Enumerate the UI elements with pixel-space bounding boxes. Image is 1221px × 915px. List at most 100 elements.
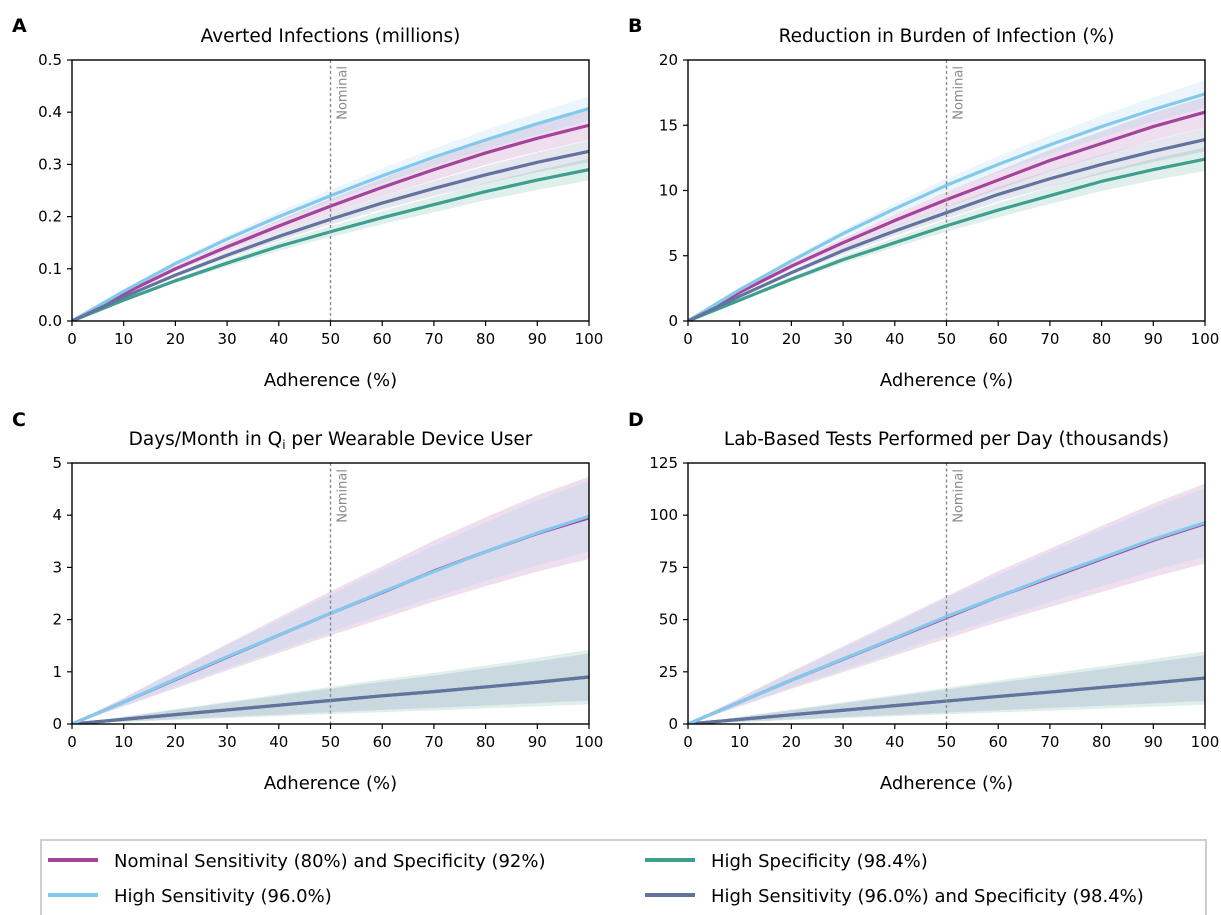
band-high-sensitivity bbox=[72, 96, 589, 321]
panel-title: Reduction in Burden of Infection (%) bbox=[779, 26, 1115, 47]
nominal-label: Nominal bbox=[952, 469, 967, 523]
point-high-both bbox=[381, 695, 384, 697]
point-high-both bbox=[433, 187, 435, 190]
panel-title-main: Reduction in Burden of Infection (%) bbox=[779, 26, 1115, 47]
legend-label-high-sensitivity: High Sensitivity (96.0%) bbox=[114, 886, 332, 907]
point-high-sensitivity bbox=[122, 290, 125, 293]
y-tick-label: 0.0 bbox=[38, 312, 62, 330]
x-ticks: 0 10 20 30 40 50 60 70 80 90 100 bbox=[67, 321, 603, 348]
point-high-sensitivity bbox=[997, 595, 999, 598]
point-high-both bbox=[842, 709, 844, 712]
y-tick-label: 25 bbox=[659, 663, 678, 681]
point-high-both bbox=[484, 174, 487, 176]
point-high-sensitivity bbox=[997, 163, 999, 166]
point-high-sensitivity bbox=[790, 260, 793, 262]
point-high-sensitivity bbox=[278, 634, 280, 637]
point-high-specificity bbox=[278, 245, 280, 248]
y-ticks: 0 1 2 3 4 5 bbox=[52, 454, 72, 733]
x-tick-label: 100 bbox=[1191, 733, 1220, 751]
y-tick-label: 0 bbox=[668, 312, 678, 330]
x-tick-label: 70 bbox=[1040, 330, 1059, 348]
y-tick-label: 4 bbox=[52, 506, 62, 524]
band-nominal bbox=[72, 476, 589, 724]
point-high-sensitivity bbox=[484, 550, 487, 553]
point-high-specificity bbox=[1100, 180, 1103, 183]
point-high-both bbox=[226, 709, 228, 711]
x-tick-label: 40 bbox=[269, 733, 288, 751]
point-nominal bbox=[122, 293, 125, 295]
point-high-sensitivity bbox=[1049, 144, 1051, 146]
point-high-specificity bbox=[997, 209, 999, 211]
point-high-both bbox=[842, 249, 844, 252]
point-high-both bbox=[997, 695, 999, 698]
point-high-sensitivity bbox=[842, 232, 844, 235]
point-high-both bbox=[278, 704, 280, 707]
panel-title-rest: per Wearable Device User bbox=[286, 429, 533, 450]
panel-a: A Averted Infections (millions) Nominal 0 10… bbox=[12, 15, 603, 391]
point-high-both bbox=[790, 271, 793, 274]
y-tick-label: 1 bbox=[52, 663, 62, 681]
y-tick-label: 0 bbox=[52, 715, 62, 733]
point-high-sensitivity bbox=[945, 184, 948, 187]
point-nominal bbox=[842, 241, 844, 244]
point-high-sensitivity bbox=[433, 156, 435, 158]
point-high-both bbox=[433, 690, 435, 693]
x-tick-label: 100 bbox=[1191, 330, 1220, 348]
point-high-sensitivity bbox=[226, 655, 228, 658]
band-high-specificity bbox=[72, 649, 589, 724]
point-high-both bbox=[122, 296, 125, 298]
point-high-both bbox=[484, 686, 487, 688]
point-high-sensitivity bbox=[484, 139, 487, 141]
y-tick-label: 50 bbox=[659, 611, 678, 629]
x-tick-label: 30 bbox=[218, 330, 237, 348]
point-high-sensitivity bbox=[894, 207, 896, 210]
x-tick-label: 20 bbox=[782, 330, 801, 348]
band-high-both bbox=[72, 140, 589, 321]
band-high-specificity bbox=[688, 651, 1205, 724]
point-high-both bbox=[174, 713, 177, 716]
point-high-both bbox=[790, 714, 793, 716]
x-axis-label: Adherence (%) bbox=[264, 773, 397, 794]
point-high-sensitivity bbox=[226, 238, 228, 240]
y-ticks: 0.0 0.1 0.2 0.3 0.4 0.5 bbox=[38, 51, 72, 330]
y-tick-label: 0.3 bbox=[38, 155, 62, 173]
point-high-sensitivity bbox=[381, 175, 384, 177]
x-tick-label: 0 bbox=[683, 330, 693, 348]
x-ticks: 0 10 20 30 40 50 60 70 80 90 100 bbox=[67, 724, 603, 751]
x-tick-label: 70 bbox=[1040, 733, 1059, 751]
legend-frame bbox=[40, 839, 1207, 915]
point-high-specificity bbox=[381, 216, 384, 219]
point-high-both bbox=[1049, 691, 1051, 693]
x-tick-label: 10 bbox=[114, 733, 133, 751]
panel-d: D Lab-Based Tests Performed per Day (thou… bbox=[628, 409, 1219, 794]
panel-letter: B bbox=[628, 15, 642, 37]
x-tick-label: 30 bbox=[834, 330, 853, 348]
panel-title-main: Lab-Based Tests Performed per Day (thous… bbox=[724, 429, 1169, 450]
x-tick-label: 60 bbox=[373, 330, 392, 348]
point-high-both bbox=[174, 274, 177, 276]
x-tick-label: 40 bbox=[269, 330, 288, 348]
y-tick-label: 15 bbox=[659, 116, 678, 134]
y-tick-label: 0.5 bbox=[38, 51, 62, 69]
point-high-both bbox=[226, 254, 228, 257]
x-tick-label: 20 bbox=[166, 733, 185, 751]
y-tick-label: 5 bbox=[668, 247, 678, 265]
point-high-sensitivity bbox=[1100, 125, 1103, 128]
x-ticks: 0 10 20 30 40 50 60 70 80 90 100 bbox=[683, 724, 1219, 751]
x-tick-label: 90 bbox=[1144, 733, 1163, 751]
point-high-both bbox=[1152, 682, 1155, 684]
point-high-specificity bbox=[226, 262, 228, 264]
point-high-sensitivity bbox=[174, 678, 177, 680]
panel-title-main: Days/Month in Q bbox=[129, 429, 283, 450]
point-high-both bbox=[997, 193, 999, 196]
x-tick-label: 80 bbox=[1092, 733, 1111, 751]
y-tick-label: 5 bbox=[52, 454, 62, 472]
x-tick-label: 0 bbox=[67, 733, 77, 751]
point-high-sensitivity bbox=[174, 262, 177, 265]
x-axis-label: Adherence (%) bbox=[880, 370, 1013, 391]
x-ticks: 0 10 20 30 40 50 60 70 80 90 100 bbox=[683, 321, 1219, 348]
point-high-specificity bbox=[738, 299, 741, 301]
point-nominal bbox=[1100, 142, 1103, 145]
